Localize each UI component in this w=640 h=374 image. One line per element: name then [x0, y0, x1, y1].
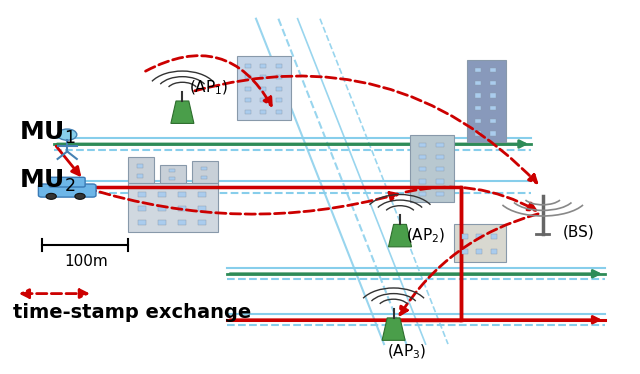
Bar — [436, 142, 444, 147]
Polygon shape — [388, 224, 412, 247]
Bar — [490, 106, 497, 110]
Bar — [260, 98, 266, 102]
Bar — [138, 220, 146, 225]
Bar — [260, 64, 266, 68]
Bar — [260, 75, 266, 79]
Bar — [178, 192, 186, 197]
Circle shape — [46, 193, 56, 199]
Bar — [128, 157, 154, 183]
Bar — [475, 68, 481, 73]
Polygon shape — [382, 318, 405, 340]
Bar — [198, 220, 205, 225]
Bar — [138, 206, 146, 211]
Bar — [276, 64, 282, 68]
Bar — [475, 106, 481, 110]
Bar — [244, 87, 251, 91]
Bar — [158, 192, 166, 197]
Bar — [419, 179, 426, 184]
Bar — [454, 224, 506, 262]
Bar — [178, 220, 186, 225]
Bar — [475, 81, 481, 85]
Bar — [475, 131, 481, 136]
Bar — [475, 94, 481, 98]
Bar — [490, 68, 497, 73]
Bar — [490, 119, 497, 123]
Text: 100m: 100m — [65, 254, 108, 269]
Bar — [158, 220, 166, 225]
Bar — [244, 75, 251, 79]
Bar — [168, 177, 175, 180]
Bar — [136, 164, 143, 168]
Bar — [276, 110, 282, 114]
Bar — [136, 174, 143, 178]
Bar — [490, 94, 497, 98]
Bar — [436, 155, 444, 159]
Bar — [476, 249, 482, 254]
Bar — [237, 56, 291, 120]
Bar — [490, 81, 497, 85]
Bar — [244, 98, 251, 102]
Bar — [419, 191, 426, 196]
Text: (AP$_1$): (AP$_1$) — [189, 79, 228, 97]
Bar — [476, 234, 482, 239]
Bar — [467, 60, 506, 142]
Polygon shape — [171, 101, 194, 123]
Bar — [244, 64, 251, 68]
Bar — [436, 167, 444, 171]
Bar — [260, 87, 266, 91]
Bar — [178, 206, 186, 211]
Text: time-stamp exchange: time-stamp exchange — [13, 303, 251, 322]
Bar — [410, 135, 454, 202]
Bar — [461, 234, 468, 239]
FancyBboxPatch shape — [38, 184, 96, 197]
Bar — [128, 183, 218, 232]
Bar — [198, 192, 205, 197]
Bar — [419, 155, 426, 159]
Bar — [138, 192, 146, 197]
Text: (AP$_3$): (AP$_3$) — [387, 342, 427, 361]
Bar — [200, 167, 207, 170]
Bar — [160, 165, 186, 183]
Bar — [475, 119, 481, 123]
Bar — [198, 206, 205, 211]
Text: MU$_2$: MU$_2$ — [19, 168, 76, 194]
Text: (BS): (BS) — [563, 224, 595, 239]
Text: (AP$_2$): (AP$_2$) — [406, 226, 446, 245]
Bar — [168, 169, 175, 172]
Bar — [491, 249, 497, 254]
Bar — [260, 110, 266, 114]
Bar — [276, 87, 282, 91]
Bar — [490, 131, 497, 136]
Bar — [276, 75, 282, 79]
Circle shape — [75, 193, 85, 199]
Bar — [436, 191, 444, 196]
Bar — [192, 161, 218, 183]
Text: MU$_1$: MU$_1$ — [19, 120, 76, 146]
Bar — [419, 167, 426, 171]
Circle shape — [58, 129, 77, 140]
Bar — [436, 179, 444, 184]
FancyBboxPatch shape — [49, 177, 85, 187]
Bar — [200, 176, 207, 179]
Bar — [461, 249, 468, 254]
Bar — [491, 234, 497, 239]
Bar — [244, 110, 251, 114]
Bar — [276, 98, 282, 102]
Bar — [419, 142, 426, 147]
Bar — [158, 206, 166, 211]
